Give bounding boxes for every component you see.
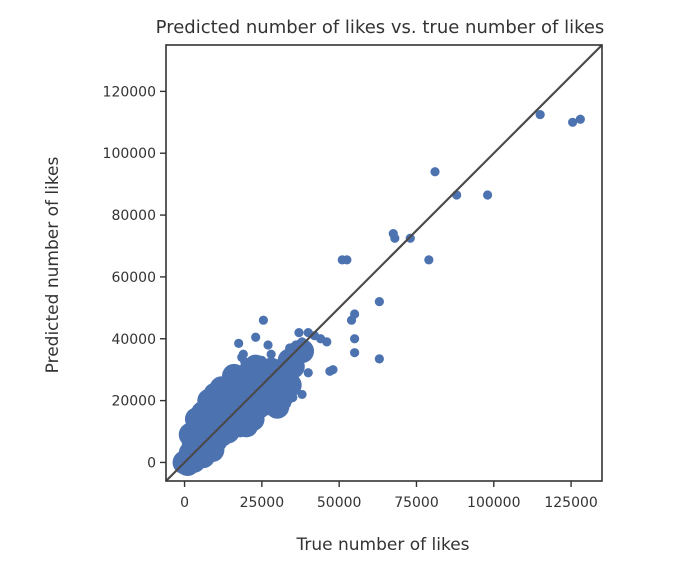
x-tick-label: 25000 [240, 495, 285, 511]
data-point [374, 297, 384, 307]
data-point [257, 355, 267, 366]
data-point [535, 109, 545, 120]
cloud-point [178, 441, 203, 466]
data-points [234, 109, 585, 418]
data-point [424, 255, 434, 265]
data-point [350, 334, 360, 344]
data-point [234, 338, 244, 348]
data-point [482, 190, 493, 200]
data-point [285, 343, 295, 353]
data-point [288, 392, 298, 403]
data-point [275, 408, 286, 418]
data-point [240, 357, 250, 367]
data-point [322, 337, 332, 347]
dense-point-cloud [172, 339, 315, 476]
y-axis-ticks: 0 20000 40000 60000 80000 100000 120000 [103, 84, 166, 471]
data-point [269, 361, 279, 372]
data-point [575, 114, 585, 124]
y-tick-label: 20000 [111, 394, 156, 410]
plot-frame [165, 44, 603, 482]
y-tick-label: 120000 [103, 84, 156, 100]
x-tick-label: 100000 [467, 495, 520, 511]
data-point [430, 167, 440, 177]
data-point [350, 348, 360, 358]
y-tick-label: 0 [147, 455, 156, 471]
data-point [281, 399, 292, 409]
data-point [263, 340, 273, 350]
y-axis-label: Predicted number of likes [43, 156, 63, 373]
cloud-point [277, 373, 302, 398]
chart-title: Predicted number of likes vs. true numbe… [156, 17, 605, 38]
data-point [251, 332, 261, 342]
x-axis-label: True number of likes [295, 535, 469, 555]
data-point [297, 389, 307, 400]
y-tick-label: 40000 [111, 332, 156, 348]
x-axis-ticks: 0 25000 50000 75000 100000 125000 [180, 481, 598, 511]
data-point [568, 117, 578, 127]
x-tick-label: 125000 [544, 495, 597, 511]
data-point [342, 255, 352, 265]
y-tick-label: 60000 [111, 270, 156, 286]
data-point [374, 354, 384, 364]
reference-line [165, 44, 603, 482]
data-point [346, 315, 357, 325]
data-point [266, 349, 276, 359]
data-point [303, 368, 313, 378]
data-point [294, 327, 304, 338]
y-tick-label: 80000 [111, 208, 156, 224]
data-point [325, 366, 335, 376]
data-point [238, 349, 248, 359]
x-tick-label: 50000 [317, 495, 362, 511]
y-tick-label: 100000 [103, 146, 156, 162]
data-point [258, 315, 269, 325]
x-tick-label: 75000 [394, 495, 439, 511]
data-point [272, 392, 282, 403]
data-point [390, 233, 400, 243]
x-tick-label: 0 [180, 495, 189, 511]
cloud-point [240, 407, 265, 432]
